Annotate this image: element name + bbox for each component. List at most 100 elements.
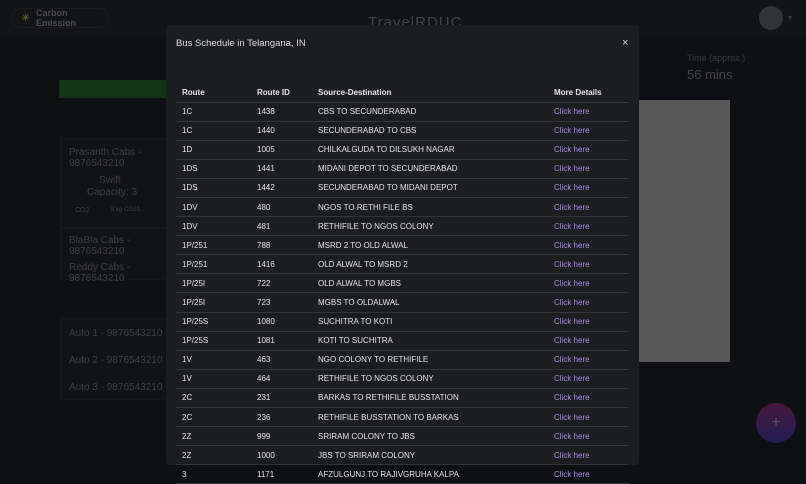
route-id-cell: 1441 xyxy=(251,159,312,179)
source-destination-cell: KOTI TO SUCHITRA xyxy=(312,331,548,351)
details-link[interactable]: Click here xyxy=(548,331,629,351)
source-destination-cell: RETHIFILE TO NGOS COLONY xyxy=(312,216,548,237)
route-id-cell: 1171 xyxy=(251,464,312,484)
avatar[interactable] xyxy=(759,6,783,30)
details-link[interactable]: Click here xyxy=(548,178,629,198)
route-cell: 1P/251 xyxy=(176,254,251,275)
carbon-emission-button[interactable]: ☀ Carbon Emission xyxy=(11,8,109,28)
table-row: 1DV 481 RETHIFILE TO NGOS COLONY Click here xyxy=(176,216,629,237)
table-row: 1P/251 788 MSRD 2 TO OLD ALWAL Click here xyxy=(176,235,629,256)
lightbulb-icon: ☀ xyxy=(21,12,30,24)
route-id-cell: 1005 xyxy=(251,140,312,160)
route-cell: 2C xyxy=(176,407,251,428)
route-cell: 1DS xyxy=(176,159,251,179)
route-cell: 1V xyxy=(176,369,251,389)
chevron-down-icon[interactable]: ▾ xyxy=(788,13,793,22)
details-link[interactable]: Click here xyxy=(548,445,629,466)
route-id-cell: 463 xyxy=(251,350,312,370)
source-destination-cell: OLD ALWAL TO MSRD 2 xyxy=(312,254,548,275)
route-id-cell: 1416 xyxy=(251,254,312,275)
route-cell: 1P/25I xyxy=(176,273,251,294)
route-id-cell: 1000 xyxy=(251,445,312,466)
table-row: 1DS 1441 MIDANI DEPOT TO SECUNDERABAD Click… xyxy=(176,159,629,179)
table-row: 1C 1438 CBS TO SECUNDERABAD Click here xyxy=(176,102,629,122)
column-header: Source-Destination xyxy=(312,83,548,103)
table-row: 1V 464 RETHIFILE TO NGOS COLONY Click here xyxy=(176,369,629,389)
route-cell: 1D xyxy=(176,140,251,160)
route-id-cell: 722 xyxy=(251,273,312,294)
details-link[interactable]: Click here xyxy=(548,350,629,370)
table-row: 1P/25I 722 OLD ALWAL TO MGBS Click here xyxy=(176,273,629,294)
route-cell: 1P/25I xyxy=(176,292,251,313)
route-id-cell: 1440 xyxy=(251,121,312,141)
table-row: 1P/251 1416 OLD ALWAL TO MSRD 2 Click here xyxy=(176,254,629,275)
route-cell: 1DV xyxy=(176,197,251,218)
details-link[interactable]: Click here xyxy=(548,216,629,237)
table-row: 1DS 1442 SECUNDERABAD TO MIDANI DEPOT Click… xyxy=(176,178,629,198)
modal-title: Bus Schedule in Telangana, IN xyxy=(176,38,306,49)
details-link[interactable]: Click here xyxy=(548,464,629,484)
details-link[interactable]: Click here xyxy=(548,426,629,447)
details-link[interactable]: Click here xyxy=(548,102,629,122)
auto-item[interactable]: Auto 3 - 9876543210 xyxy=(69,382,163,393)
route-id-cell: 1438 xyxy=(251,102,312,122)
source-destination-cell: MSRD 2 TO OLD ALWAL xyxy=(312,235,548,256)
auto-list: Auto 1 - 9876543210 Auto 2 - 9876543210 … xyxy=(60,318,180,400)
route-cell: 1DV xyxy=(176,216,251,237)
route-cell: 1P/251 xyxy=(176,235,251,256)
schedule-table: Route Route ID Source-Destination More D… xyxy=(176,83,629,484)
table-row: 2C 231 BARKAS TO RETHIFILE BUSSTATION Click… xyxy=(176,388,629,409)
source-destination-cell: CHILKALGUDA TO DILSUKH NAGAR xyxy=(312,140,548,160)
table-row: 1V 463 NGO COLONY TO RETHIFILE Click here xyxy=(176,350,629,370)
details-link[interactable]: Click here xyxy=(548,254,629,275)
source-destination-cell: SECUNDERABAD TO CBS xyxy=(312,121,548,141)
details-link[interactable]: Click here xyxy=(548,369,629,389)
table-row: 1P/25I 723 MGBS TO OLDALWAL Click here xyxy=(176,292,629,313)
route-cell: 3 xyxy=(176,464,251,484)
details-link[interactable]: Click here xyxy=(548,312,629,332)
cab-item[interactable]: BlaBla Cabs - 9876543210 xyxy=(69,235,131,257)
route-cell: 1C xyxy=(176,102,251,122)
auto-item[interactable]: Auto 1 - 9876543210 xyxy=(69,328,163,339)
source-destination-cell: NGO COLONY TO RETHIFILE xyxy=(312,350,548,370)
background-page: ☀ Carbon Emission TravelRDUC ▾ Prasanth C… xyxy=(11,6,796,443)
route-id-cell: 788 xyxy=(251,235,312,256)
details-link[interactable]: Click here xyxy=(548,407,629,428)
green-banner xyxy=(59,80,179,98)
route-id-cell: 723 xyxy=(251,292,312,313)
cab-card[interactable]: Prasanth Cabs - 9876543210 Swift Capacit… xyxy=(60,138,180,228)
details-link[interactable]: Click here xyxy=(548,121,629,141)
route-cell: 1DS xyxy=(176,178,251,198)
source-destination-cell: JBS TO SRIRAM COLONY xyxy=(312,445,548,466)
table-row: 1P/25S 1080 SUCHITRA TO KOTI Click here xyxy=(176,312,629,332)
source-destination-cell: SECUNDERABAD TO MIDANI DEPOT xyxy=(312,178,548,198)
table-row: 1C 1440 SECUNDERABAD TO CBS Click here xyxy=(176,121,629,141)
details-link[interactable]: Click here xyxy=(548,273,629,294)
route-cell: 1V xyxy=(176,350,251,370)
source-destination-cell: CBS TO SECUNDERABAD xyxy=(312,102,548,122)
source-destination-cell: BARKAS TO RETHIFILE BUSSTATION xyxy=(312,388,548,409)
add-button[interactable]: + xyxy=(756,403,796,443)
route-id-cell: 464 xyxy=(251,369,312,389)
table-row: 2C 236 RETHIFILE BUSSTATION TO BARKAS Click… xyxy=(176,407,629,428)
details-link[interactable]: Click here xyxy=(548,197,629,218)
source-destination-cell: NGOS TO RETHI FILE BS xyxy=(312,197,548,218)
source-destination-cell: MIDANI DEPOT TO SECUNDERABAD xyxy=(312,159,548,179)
route-id-cell: 236 xyxy=(251,407,312,428)
details-link[interactable]: Click here xyxy=(548,140,629,160)
auto-item[interactable]: Auto 2 - 9876543210 xyxy=(69,355,163,366)
details-link[interactable]: Click here xyxy=(548,388,629,409)
cab-item[interactable]: Reddy Cabs - 9876543210 xyxy=(69,262,131,284)
table-row: 1DV 480 NGOS TO RETHI FILE BS Click here xyxy=(176,197,629,218)
time-value: 56 mins xyxy=(687,67,733,82)
close-button[interactable]: × xyxy=(622,37,629,49)
source-destination-cell: RETHIFILE BUSSTATION TO BARKAS xyxy=(312,407,548,428)
route-cell: 1P/25S xyxy=(176,331,251,351)
details-link[interactable]: Click here xyxy=(548,235,629,256)
route-id-cell: 1442 xyxy=(251,178,312,198)
details-link[interactable]: Click here xyxy=(548,159,629,179)
time-label: Time (approx.) xyxy=(687,53,746,63)
route-id-cell: 1081 xyxy=(251,331,312,351)
cab-list: BlaBla Cabs - 9876543210 Reddy Cabs - 98… xyxy=(60,228,180,284)
details-link[interactable]: Click here xyxy=(548,292,629,313)
